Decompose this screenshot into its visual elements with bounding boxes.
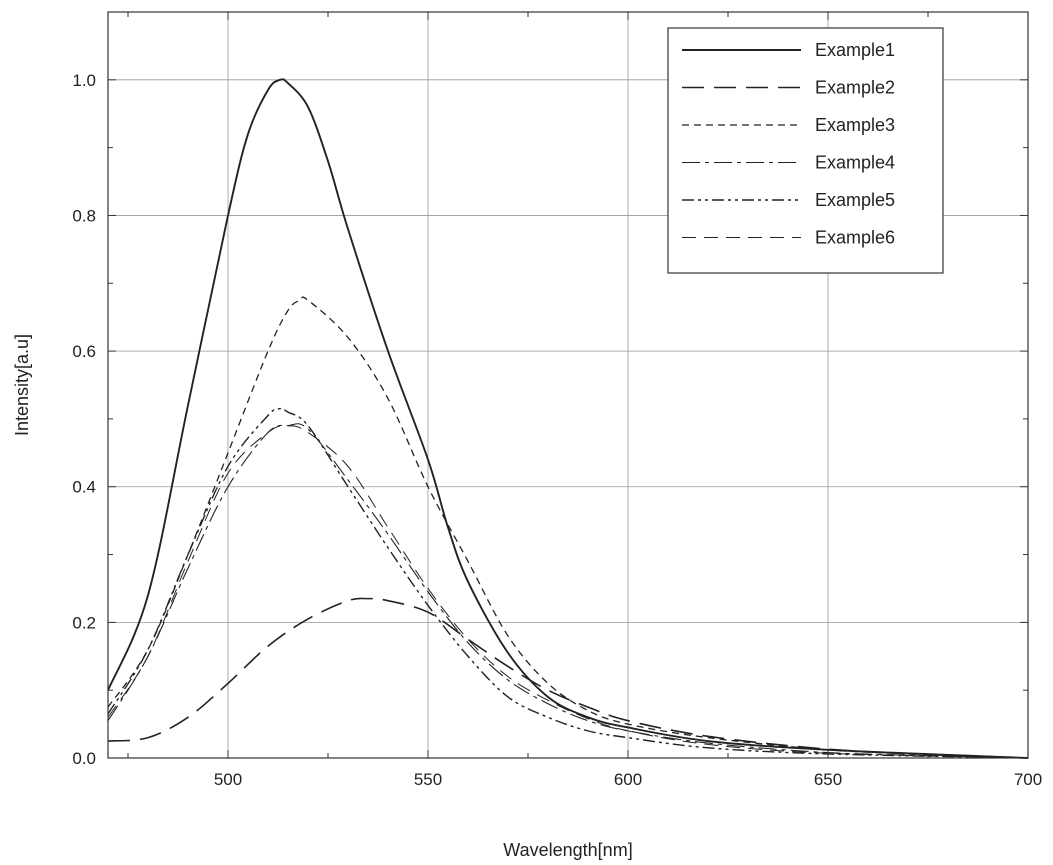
ticks — [108, 12, 1029, 759]
series-line-example4 — [107, 423, 1029, 759]
y-tick-label: 0.8 — [72, 206, 96, 225]
x-tick-label: 700 — [1014, 770, 1042, 789]
legend-label-example5: Example5 — [815, 190, 895, 210]
legend: Example1 Example2 Example3 Example4 Example5… — [667, 27, 944, 274]
series-layer — [107, 78, 1029, 759]
y-tick-label: 0.2 — [72, 613, 96, 632]
series-line-example5 — [107, 407, 1029, 759]
x-tick-label: 550 — [414, 770, 442, 789]
x-tick-label: 500 — [214, 770, 242, 789]
series-line-example2 — [107, 597, 1029, 759]
legend-label-example1: Example1 — [815, 40, 895, 60]
x-tick-label: 650 — [814, 770, 842, 789]
x-axis-title: Wavelength[nm] — [503, 840, 632, 860]
legend-label-example3: Example3 — [815, 115, 895, 135]
x-tick-label: 600 — [614, 770, 642, 789]
y-tick-label: 0.4 — [72, 478, 96, 497]
series-line-example1 — [107, 78, 1029, 759]
y-axis-title: Intensity[a.u] — [12, 334, 32, 436]
y-tick-label: 0.6 — [72, 342, 96, 361]
x-tick-labels: 500 550 600 650 700 — [214, 770, 1042, 789]
legend-label-example2: Example2 — [815, 78, 895, 98]
legend-label-example4: Example4 — [815, 153, 895, 173]
y-tick-labels: 0.0 0.2 0.4 0.6 0.8 1.0 — [72, 71, 96, 768]
y-tick-label: 1.0 — [72, 71, 96, 90]
legend-box — [667, 27, 944, 274]
series-line-example3 — [107, 296, 1029, 759]
plot-frame — [107, 11, 1029, 759]
y-tick-label: 0.0 — [72, 749, 96, 768]
series-line-example6 — [107, 425, 1029, 759]
legend-label-example6: Example6 — [815, 228, 895, 248]
